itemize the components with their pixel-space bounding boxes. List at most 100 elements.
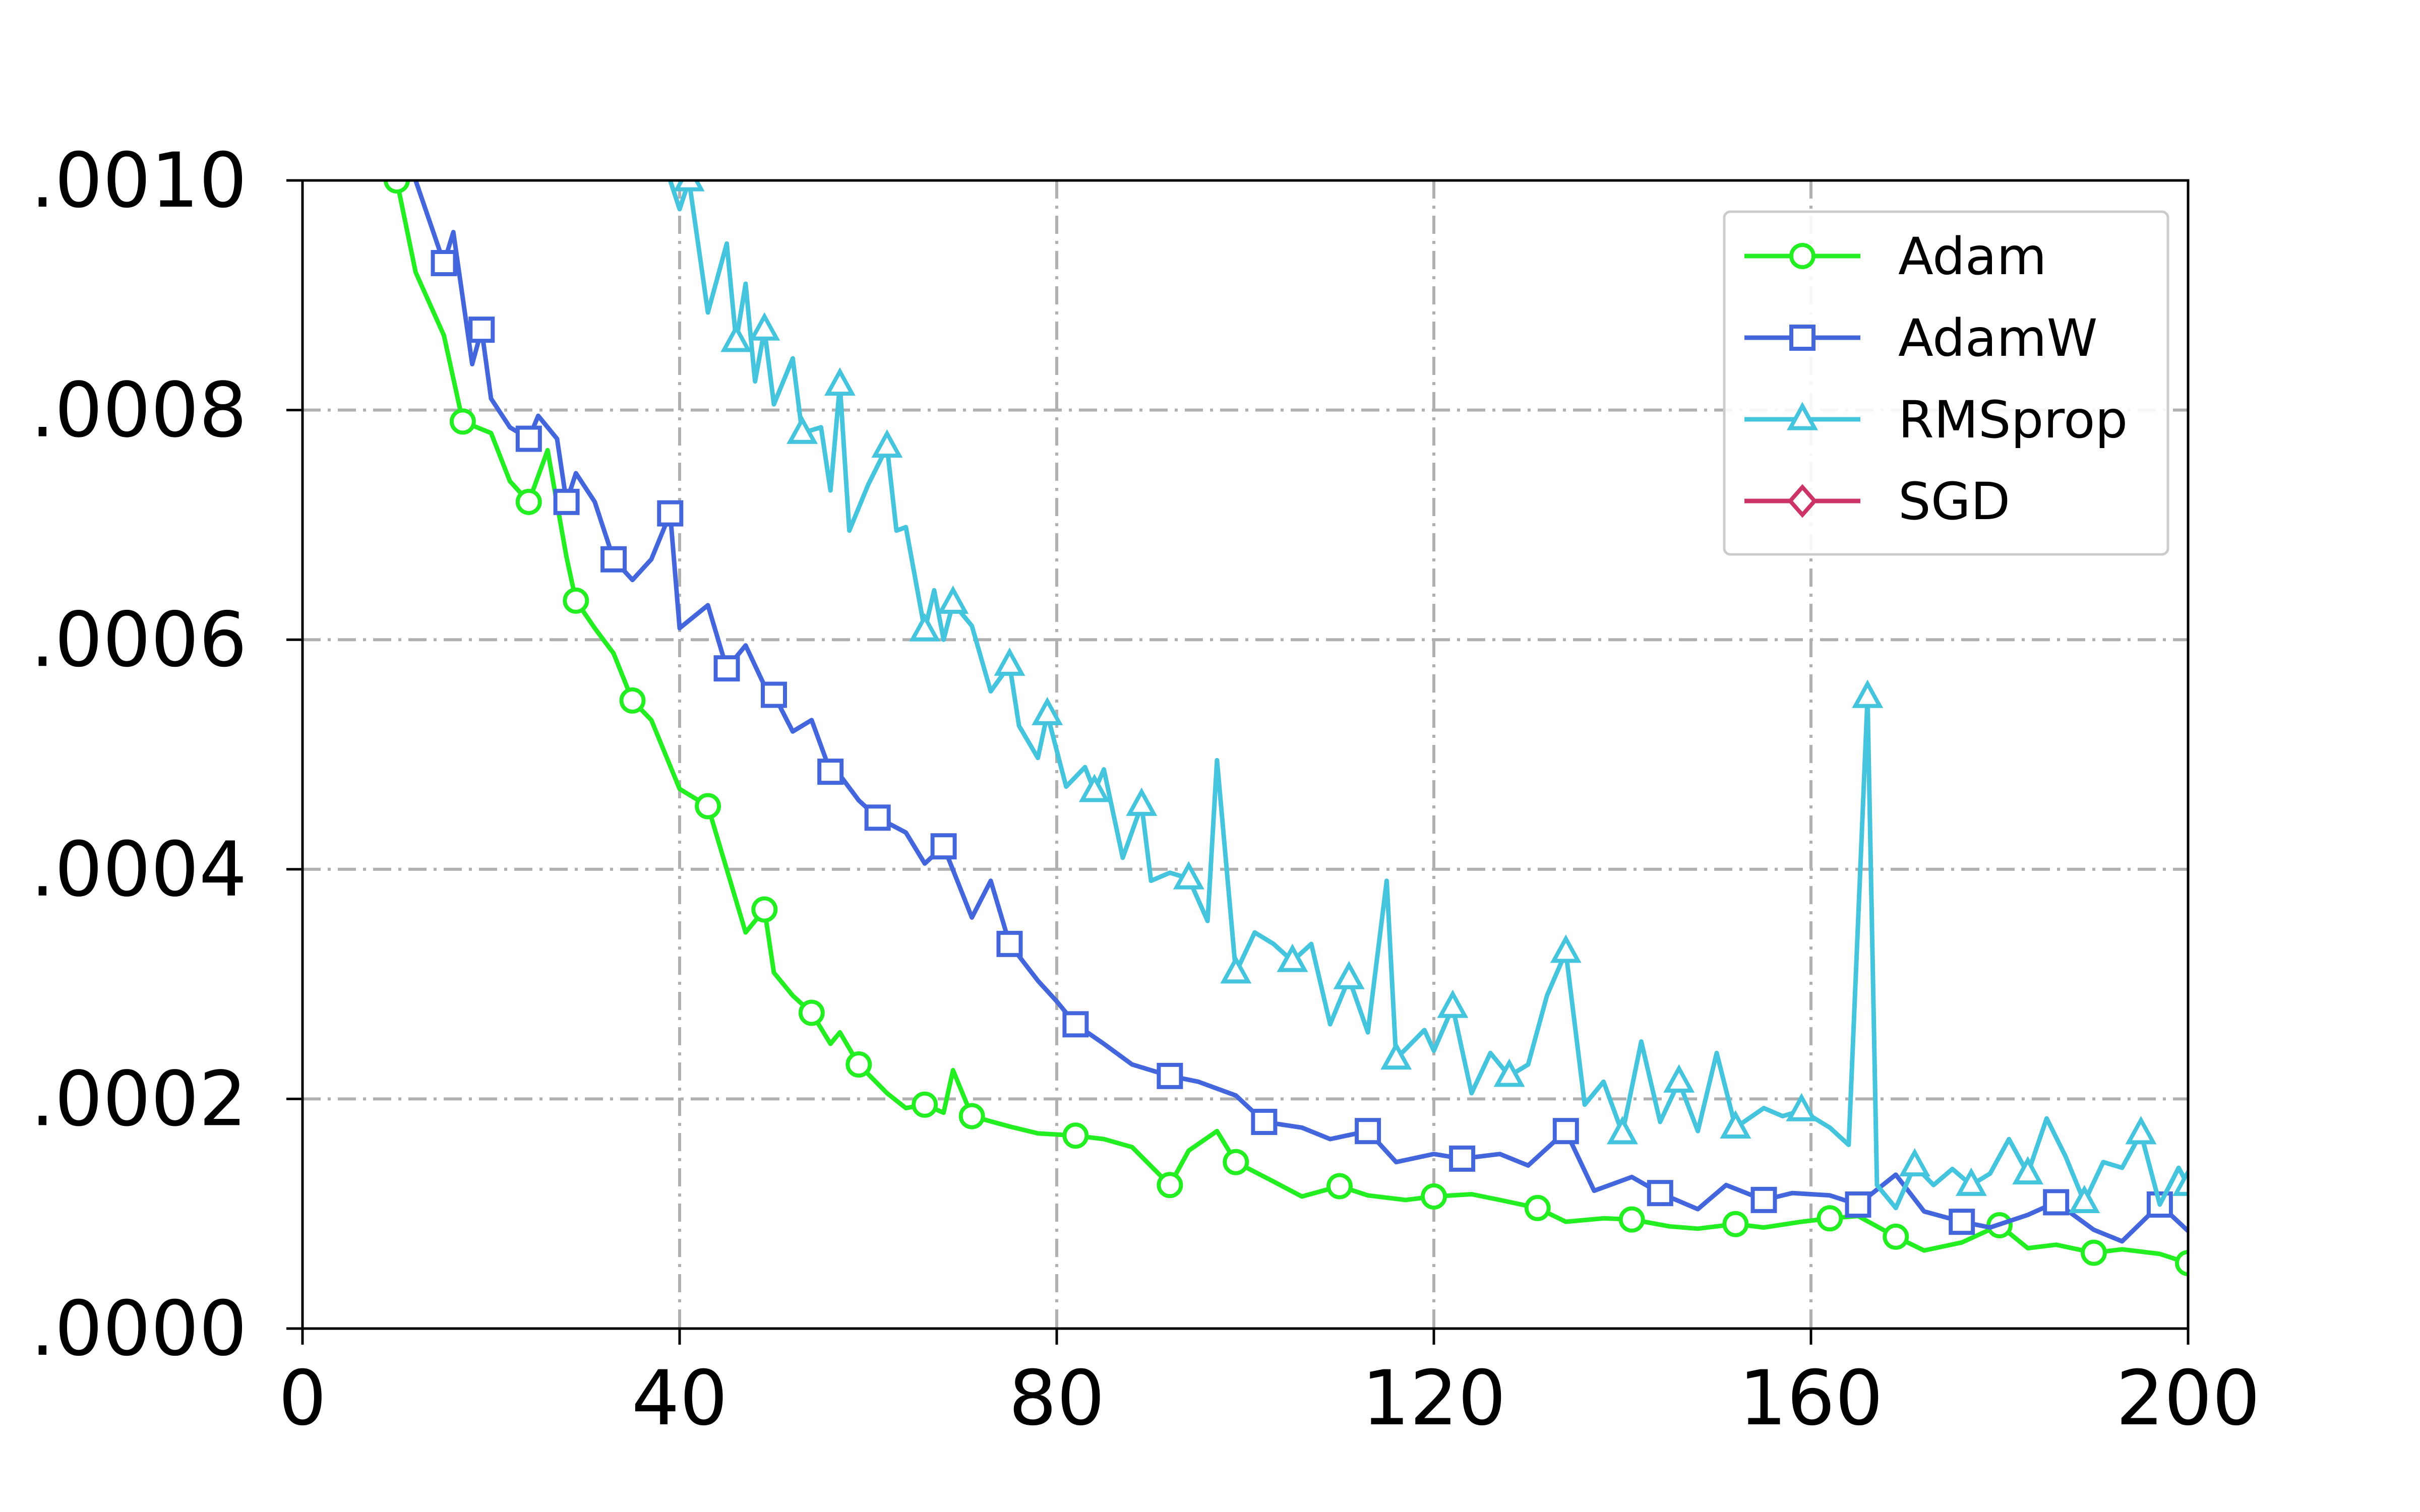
data-point-adamw [1845,1191,1871,1218]
data-point-rmsprop [1955,1167,1987,1196]
data-point-adamw [1355,1118,1381,1145]
data-point-adamw [761,681,787,708]
legend-label: AdamW [1898,308,2097,368]
legend-label: SGD [1898,472,2010,532]
legend: Adam AdamW RMSprop SGD [1723,210,2169,556]
data-point-adam [958,1103,985,1129]
data-point-rmsprop [1550,934,1582,963]
data-point-rmsprop [2012,1156,2044,1185]
data-point-adamw [1552,1118,1579,1145]
data-point-adamw [1647,1180,1673,1207]
data-point-rmsprop [1333,961,1365,989]
x-tick-label: 200 [2116,1355,2260,1442]
data-point-adamw [553,488,580,515]
data-point-adamw [996,930,1023,957]
x-tick-label: 80 [1009,1355,1105,1442]
legend-marker-adamw [1789,325,1816,351]
data-point-adam [1883,1223,1909,1250]
series-line-adamw [413,180,2188,1244]
series-adamw [413,180,2188,1244]
y-tick-label: .0000 [31,1285,247,1373]
data-point-adam [1618,1206,1645,1233]
y-tick-label: .0002 [31,1055,247,1143]
data-point-adam [515,488,542,515]
data-point-adam [2175,1250,2188,1277]
data-point-adamw [1157,1062,1183,1089]
data-point-adam [798,999,825,1026]
data-point-adam [619,687,646,714]
data-point-rmsprop [2069,1184,2100,1214]
x-tick-label: 0 [278,1355,326,1442]
data-point-adam [2081,1239,2107,1266]
data-point-rmsprop [720,324,752,352]
data-point-adam [1062,1122,1089,1149]
data-point-adamw [1449,1145,1476,1172]
data-point-adam [563,587,589,614]
series-layer [384,180,2188,1277]
data-point-adamw [1062,1011,1089,1038]
plot-frame [301,179,2190,1330]
data-point-rmsprop [937,585,969,614]
data-point-rmsprop [1663,1064,1695,1093]
data-point-adam [1524,1194,1551,1221]
data-point-rmsprop [1126,787,1158,816]
data-point-rmsprop [1220,955,1252,984]
data-point-adamw [864,804,891,831]
series-adam [384,180,2188,1277]
data-point-adamw [657,500,684,527]
data-point-rmsprop [1437,989,1469,1018]
data-point-adamw [1949,1209,1975,1235]
data-point-adam [845,1051,872,1078]
y-tick-label: .0004 [31,826,247,914]
data-point-rmsprop [1173,861,1204,890]
data-point-adamw [468,317,495,343]
data-point-adamw [1750,1186,1777,1213]
legend-label: RMSprop [1898,390,2128,450]
data-point-adam [1326,1173,1353,1200]
y-tick-label: .0006 [31,596,247,684]
legend-marker-adam [1789,243,1816,269]
data-point-adam [1817,1205,1843,1232]
data-point-adamw [431,250,457,277]
legend-label: Adam [1898,227,2047,287]
data-point-adamw [600,546,627,573]
data-point-rmsprop [994,647,1025,676]
data-point-adam [695,793,721,820]
x-tick-label: 160 [1739,1355,1883,1442]
data-point-rmsprop [1032,697,1063,725]
data-point-rmsprop [1493,1058,1525,1087]
data-point-adamw [515,425,542,452]
series-line-rmsprop [668,180,2188,1211]
axes: 0 40 80 120 160 200 .0000 .0002 .0004 .0006 .0008.… [31,137,2261,1442]
data-point-adamw [2043,1189,2070,1216]
data-point-rmsprop [1786,1093,1818,1121]
legend-marker-sgd [1787,484,1818,518]
data-point-adamw [713,655,740,682]
x-tick-label: 40 [632,1355,728,1442]
data-point-adam [1421,1183,1447,1210]
data-point-rmsprop [1899,1148,1930,1177]
data-point-adam [912,1091,938,1118]
data-point-rmsprop [2125,1116,2157,1145]
legend-item-rmsprop: RMSprop [1744,390,2128,450]
legend-marker-rmsprop [1787,402,1818,430]
series-line-adam [394,180,2188,1266]
data-point-adamw [1251,1108,1278,1135]
data-point-rmsprop [1607,1116,1638,1145]
data-point-adam [1157,1172,1183,1199]
data-point-adam [449,408,476,435]
series-rmsprop [668,180,2188,1214]
data-point-rmsprop [1720,1110,1751,1139]
data-point-rmsprop [1852,679,1884,708]
data-point-rmsprop [786,415,818,444]
data-point-adam [751,896,778,923]
data-point-rmsprop [824,367,856,396]
data-point-adam [384,180,410,194]
legend-box [1723,210,2169,556]
data-point-rmsprop [871,429,903,458]
data-point-adam [1722,1211,1749,1237]
data-point-adam [1223,1149,1249,1175]
data-point-rmsprop [2172,1167,2188,1196]
y-tick-label: .0008 [31,367,247,455]
